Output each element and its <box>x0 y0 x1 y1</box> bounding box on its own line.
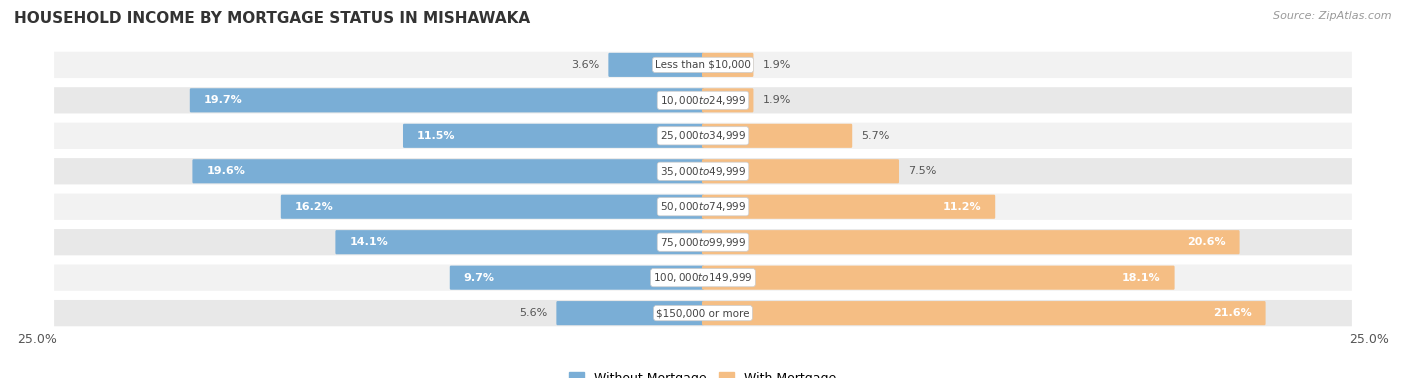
Text: Less than $10,000: Less than $10,000 <box>655 60 751 70</box>
Text: 9.7%: 9.7% <box>464 273 495 283</box>
FancyBboxPatch shape <box>53 263 1353 292</box>
FancyBboxPatch shape <box>53 299 1353 327</box>
Text: 19.7%: 19.7% <box>204 95 243 105</box>
Text: $75,000 to $99,999: $75,000 to $99,999 <box>659 236 747 249</box>
FancyBboxPatch shape <box>53 157 1353 186</box>
FancyBboxPatch shape <box>557 301 704 325</box>
Text: $100,000 to $149,999: $100,000 to $149,999 <box>654 271 752 284</box>
FancyBboxPatch shape <box>702 195 995 219</box>
Text: 14.1%: 14.1% <box>350 237 388 247</box>
FancyBboxPatch shape <box>702 88 754 112</box>
Text: 7.5%: 7.5% <box>908 166 936 176</box>
FancyBboxPatch shape <box>404 124 704 148</box>
FancyBboxPatch shape <box>702 159 898 183</box>
Text: $25,000 to $34,999: $25,000 to $34,999 <box>659 129 747 142</box>
Text: $35,000 to $49,999: $35,000 to $49,999 <box>659 165 747 178</box>
Text: Source: ZipAtlas.com: Source: ZipAtlas.com <box>1274 11 1392 21</box>
FancyBboxPatch shape <box>53 51 1353 79</box>
Text: $10,000 to $24,999: $10,000 to $24,999 <box>659 94 747 107</box>
FancyBboxPatch shape <box>53 122 1353 150</box>
Text: $50,000 to $74,999: $50,000 to $74,999 <box>659 200 747 213</box>
FancyBboxPatch shape <box>281 195 704 219</box>
Text: 16.2%: 16.2% <box>295 202 333 212</box>
Text: 3.6%: 3.6% <box>571 60 599 70</box>
FancyBboxPatch shape <box>53 228 1353 256</box>
FancyBboxPatch shape <box>702 124 852 148</box>
FancyBboxPatch shape <box>702 230 1240 254</box>
Text: $150,000 or more: $150,000 or more <box>657 308 749 318</box>
Text: 1.9%: 1.9% <box>763 60 792 70</box>
Text: 5.7%: 5.7% <box>862 131 890 141</box>
FancyBboxPatch shape <box>450 266 704 290</box>
Text: 11.2%: 11.2% <box>942 202 981 212</box>
FancyBboxPatch shape <box>193 159 704 183</box>
FancyBboxPatch shape <box>190 88 704 112</box>
Text: 1.9%: 1.9% <box>763 95 792 105</box>
Text: HOUSEHOLD INCOME BY MORTGAGE STATUS IN MISHAWAKA: HOUSEHOLD INCOME BY MORTGAGE STATUS IN M… <box>14 11 530 26</box>
Legend: Without Mortgage, With Mortgage: Without Mortgage, With Mortgage <box>564 367 842 378</box>
Text: 25.0%: 25.0% <box>1350 333 1389 345</box>
Text: 19.6%: 19.6% <box>207 166 245 176</box>
Text: 11.5%: 11.5% <box>418 131 456 141</box>
Text: 20.6%: 20.6% <box>1187 237 1226 247</box>
FancyBboxPatch shape <box>702 53 754 77</box>
FancyBboxPatch shape <box>53 192 1353 221</box>
Text: 25.0%: 25.0% <box>17 333 56 345</box>
Text: 21.6%: 21.6% <box>1213 308 1251 318</box>
FancyBboxPatch shape <box>702 266 1174 290</box>
FancyBboxPatch shape <box>702 301 1265 325</box>
FancyBboxPatch shape <box>53 86 1353 115</box>
FancyBboxPatch shape <box>609 53 704 77</box>
Text: 5.6%: 5.6% <box>519 308 547 318</box>
Text: 18.1%: 18.1% <box>1122 273 1160 283</box>
FancyBboxPatch shape <box>336 230 704 254</box>
